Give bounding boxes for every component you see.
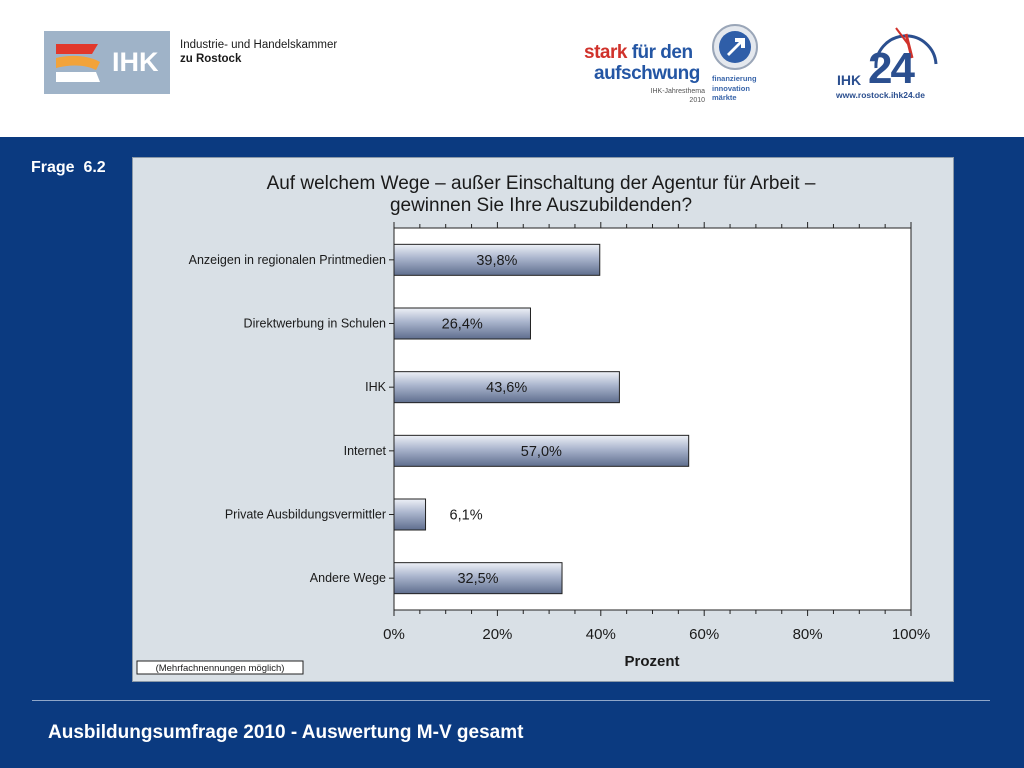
data-label-4: 6,1% xyxy=(450,508,483,524)
campaign-jahresthema: IHK-Jahresthema 2010 xyxy=(645,87,705,105)
campaign-jahresthema-line1: IHK-Jahresthema xyxy=(650,88,705,95)
bar-3 xyxy=(393,434,690,467)
campaign-word-fuer-den: für den xyxy=(626,42,693,63)
plot-area xyxy=(393,227,912,611)
campaign-sub-line2: innovation xyxy=(712,83,750,93)
ihk-logo: IHK xyxy=(44,31,170,94)
data-label-0: 39,8% xyxy=(476,253,517,269)
bars-layer: Anzeigen in regionalen Printmedien 39,8% D… xyxy=(189,243,690,595)
campaign-word-aufschwung: aufschwung xyxy=(594,63,700,84)
campaign-sub-line3: märkte xyxy=(712,93,737,102)
category-label-1: Direktwerbung in Schulen xyxy=(244,317,386,331)
clock-arc-icon xyxy=(874,27,938,69)
category-label-5: Andere Wege xyxy=(310,571,386,585)
campaign-word-stark: stark xyxy=(584,42,627,63)
x-tick-label-2: 40% xyxy=(586,626,616,643)
chart-panel: Auf welchem Wege – außer Einschaltung de… xyxy=(132,157,954,682)
ihk-org-line1: Industrie- und Handelskammer xyxy=(180,39,338,51)
footer-title: Ausbildungsumfrage 2010 - Auswertung M-V… xyxy=(48,722,524,743)
chart-title-line1: Auf welchem Wege – außer Einschaltung de… xyxy=(267,173,816,194)
x-tick-label-1: 20% xyxy=(482,626,512,643)
data-label-5: 32,5% xyxy=(457,571,498,587)
bar-chart: Auf welchem Wege – außer Einschaltung de… xyxy=(136,173,930,675)
campaign-logo: stark für den aufschwung IHK-Jahresthema… xyxy=(582,22,772,110)
campaign-subtitle: finanzierung innovation märkte xyxy=(712,74,757,103)
x-tick-label-4: 80% xyxy=(793,626,823,643)
campaign-sub-line1: finanzierung xyxy=(712,74,757,83)
category-label-4: Private Ausbildungsvermittler xyxy=(225,508,386,522)
x-tick-label-3: 60% xyxy=(689,626,719,643)
question-label: Frage 6.2 xyxy=(31,159,106,176)
ihk-org-line2: zu Rostock xyxy=(180,53,242,65)
bar-5 xyxy=(393,562,563,595)
bar-1 xyxy=(393,307,531,340)
category-label-0: Anzeigen in regionalen Printmedien xyxy=(189,253,386,267)
header-bar: IHK Industrie- und Handelskammer zu Rost… xyxy=(0,0,1024,137)
category-label-3: Internet xyxy=(344,444,387,458)
ihk24-logo: IHK 24 www.rostock.ihk24.de xyxy=(834,24,944,104)
footer-divider xyxy=(32,700,990,701)
arrow-circle-icon xyxy=(712,24,758,70)
chart-title-line2: gewinnen Sie Ihre Auszubildenden? xyxy=(390,195,692,216)
bar-4 xyxy=(393,498,427,531)
campaign-line1: stark für den xyxy=(584,42,693,64)
ihk24-url: www.rostock.ihk24.de xyxy=(836,90,925,100)
ihk-logo-text: IHK xyxy=(112,47,159,77)
note-text: (Mehrfachnennungen möglich) xyxy=(156,663,285,674)
data-label-1: 26,4% xyxy=(442,317,483,333)
campaign-jahresthema-line2: 2010 xyxy=(689,97,705,104)
x-axis-label: Prozent xyxy=(624,653,679,670)
ihk-organization-name: Industrie- und Handelskammer zu Rostock xyxy=(180,38,337,66)
data-label-3: 57,0% xyxy=(521,444,562,460)
x-axis: 0% 20% 40% 60% 80% 100% xyxy=(383,222,930,643)
ihk24-small-text: IHK xyxy=(837,72,862,88)
x-tick-label-0: 0% xyxy=(383,626,405,643)
category-label-2: IHK xyxy=(365,380,387,394)
x-tick-label-5: 100% xyxy=(892,626,930,643)
ihk-emblem-icon xyxy=(52,37,106,88)
note-box xyxy=(136,660,304,675)
bar-2 xyxy=(393,371,620,404)
data-label-2: 43,6% xyxy=(486,380,527,396)
ihk24-big-text: 24 xyxy=(868,44,915,93)
